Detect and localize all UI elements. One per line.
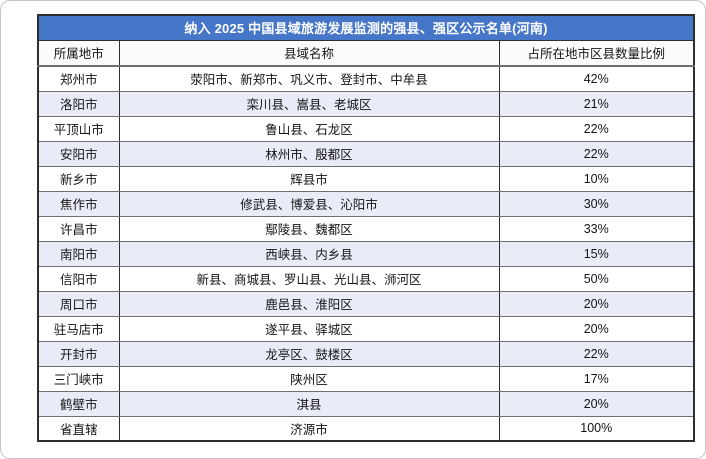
cell-counties: 陕州区: [118, 366, 500, 392]
cell-city: 平顶山市: [37, 116, 120, 142]
cell-ratio: 22%: [498, 141, 695, 167]
cell-ratio: 20%: [498, 391, 695, 417]
cell-counties: 荥阳市、新郑市、巩义市、登封市、中牟县: [118, 66, 500, 92]
cell-ratio: 10%: [498, 166, 695, 192]
cell-counties: 新县、商城县、罗山县、光山县、浉河区: [118, 266, 500, 292]
title-row: 纳入 2025 中国县域旅游发展监测的强县、强区公示名单(河南): [37, 14, 695, 41]
cell-ratio: 22%: [498, 341, 695, 367]
cell-city: 洛阳市: [37, 91, 120, 117]
cell-city: 南阳市: [37, 241, 120, 267]
cell-counties: 修武县、博爱县、沁阳市: [118, 191, 500, 217]
cell-counties: 鲁山县、石龙区: [118, 116, 500, 142]
column-header-city: 所属地市: [37, 40, 120, 67]
column-header-ratio: 占所在地市区县数量比例: [498, 40, 695, 67]
cell-city: 安阳市: [37, 141, 120, 167]
cell-ratio: 21%: [498, 91, 695, 117]
table-row: 安阳市 林州市、殷都区 22%: [37, 141, 695, 167]
table-row: 洛阳市 栾川县、嵩县、老城区 21%: [37, 91, 695, 117]
column-header-counties: 县域名称: [118, 40, 500, 67]
table-row: 郑州市 荥阳市、新郑市、巩义市、登封市、中牟县 42%: [37, 66, 695, 92]
cell-city: 新乡市: [37, 166, 120, 192]
cell-counties: 龙亭区、鼓楼区: [118, 341, 500, 367]
table-title: 纳入 2025 中国县域旅游发展监测的强县、强区公示名单(河南): [37, 14, 695, 41]
cell-counties: 辉县市: [118, 166, 500, 192]
table-row: 平顶山市 鲁山县、石龙区 22%: [37, 116, 695, 142]
cell-counties: 遂平县、驿城区: [118, 316, 500, 342]
cell-ratio: 100%: [498, 416, 695, 442]
table-row: 驻马店市 遂平县、驿城区 20%: [37, 316, 695, 342]
cell-ratio: 15%: [498, 241, 695, 267]
cell-city: 许昌市: [37, 216, 120, 242]
table-row: 南阳市 西峡县、内乡县 15%: [37, 241, 695, 267]
cell-city: 省直辖: [37, 416, 120, 442]
cell-city: 周口市: [37, 291, 120, 317]
table-row: 开封市 龙亭区、鼓楼区 22%: [37, 341, 695, 367]
header-row: 所属地市 县域名称 占所在地市区县数量比例: [37, 40, 695, 67]
table-row: 鹤壁市 淇县 20%: [37, 391, 695, 417]
table-body: 郑州市 荥阳市、新郑市、巩义市、登封市、中牟县 42% 洛阳市 栾川县、嵩县、老…: [37, 66, 695, 442]
table-row: 省直辖 济源市 100%: [37, 416, 695, 442]
cell-ratio: 17%: [498, 366, 695, 392]
table-row: 焦作市 修武县、博爱县、沁阳市 30%: [37, 191, 695, 217]
cell-ratio: 20%: [498, 316, 695, 342]
cell-city: 信阳市: [37, 266, 120, 292]
cell-ratio: 22%: [498, 116, 695, 142]
tourism-roster-table: 纳入 2025 中国县域旅游发展监测的强县、强区公示名单(河南) 所属地市 县域…: [37, 14, 695, 442]
cell-counties: 鄢陵县、魏都区: [118, 216, 500, 242]
cell-city: 三门峡市: [37, 366, 120, 392]
cell-counties: 栾川县、嵩县、老城区: [118, 91, 500, 117]
table-row: 新乡市 辉县市 10%: [37, 166, 695, 192]
cell-counties: 鹿邑县、淮阳区: [118, 291, 500, 317]
table-row: 信阳市 新县、商城县、罗山县、光山县、浉河区 50%: [37, 266, 695, 292]
cell-city: 开封市: [37, 341, 120, 367]
table-row: 周口市 鹿邑县、淮阳区 20%: [37, 291, 695, 317]
cell-counties: 林州市、殷都区: [118, 141, 500, 167]
table-row: 三门峡市 陕州区 17%: [37, 366, 695, 392]
cell-counties: 西峡县、内乡县: [118, 241, 500, 267]
cell-ratio: 50%: [498, 266, 695, 292]
cell-counties: 淇县: [118, 391, 500, 417]
cell-counties: 济源市: [118, 416, 500, 442]
cell-ratio: 33%: [498, 216, 695, 242]
table-row: 许昌市 鄢陵县、魏都区 33%: [37, 216, 695, 242]
cell-ratio: 42%: [498, 66, 695, 92]
cell-ratio: 30%: [498, 191, 695, 217]
cell-city: 郑州市: [37, 66, 120, 92]
cell-city: 焦作市: [37, 191, 120, 217]
cell-city: 驻马店市: [37, 316, 120, 342]
cell-ratio: 20%: [498, 291, 695, 317]
cell-city: 鹤壁市: [37, 391, 120, 417]
